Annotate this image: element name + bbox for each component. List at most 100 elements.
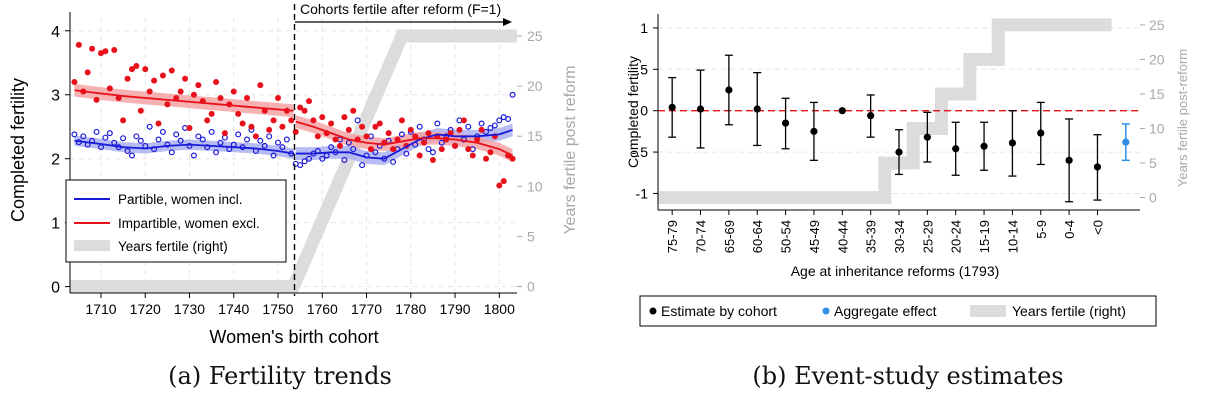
impartible-point <box>332 136 339 143</box>
partible-point <box>199 136 206 143</box>
panel-a-x-tick-label: 1740 <box>218 301 249 317</box>
impartible-point <box>487 149 494 156</box>
impartible-point <box>345 126 352 133</box>
panel-a-y-tick-label: 3 <box>51 88 60 105</box>
panel-b-legend: Estimate by cohort Aggregate effect Year… <box>639 295 1157 327</box>
panel-a-x-tick-label: 1760 <box>307 301 338 317</box>
partible-point <box>465 123 472 130</box>
impartible-point <box>102 48 109 55</box>
panel-b-x-tick-label: 35-39 <box>864 220 879 253</box>
partible-smooth-line <box>74 139 294 155</box>
panel-a-x-tick-label: 1750 <box>262 301 293 317</box>
impartible-point <box>244 94 251 101</box>
impartible-point <box>425 130 432 137</box>
impartible-point <box>288 117 295 124</box>
panel-a-x-tick-label: 1790 <box>439 301 470 317</box>
partible-point <box>359 162 366 169</box>
panel-b-y-tick-label: -.5 <box>632 144 649 160</box>
impartible-point <box>416 152 423 159</box>
impartible-point <box>483 155 490 162</box>
caption-panel-b: (b) Event-study estimates <box>752 362 1064 390</box>
impartible-point <box>372 123 379 130</box>
panel-a-y-tick-label: 4 <box>51 24 60 41</box>
panel-a-x-axis-title: Women's birth cohort <box>209 327 378 347</box>
caption-panel-a: (a) Fertility trends <box>168 362 392 390</box>
impartible-point <box>385 130 392 137</box>
cohort-estimate-point <box>696 105 705 113</box>
impartible-point <box>75 41 82 48</box>
partible-point <box>102 134 109 141</box>
impartible-point <box>350 107 357 114</box>
cohort-estimate-point <box>781 119 790 127</box>
partible-point <box>350 146 357 153</box>
legend-swatch-years-fertile-b <box>970 305 1006 317</box>
panel-a-right-tick-label: 0 <box>527 278 535 294</box>
impartible-point <box>359 123 366 130</box>
impartible-point <box>235 110 242 117</box>
panel-b-x-tick-label: 10-14 <box>1005 220 1020 253</box>
panel-a-right-tick-label: 10 <box>527 178 543 194</box>
impartible-point <box>177 88 184 95</box>
partible-point <box>190 152 197 159</box>
impartible-point <box>137 107 144 114</box>
panel-b-axes: -1 -.5 0 .5 1 75-79 70-74 65-69 60-64 50-54 45-49 4… <box>632 14 1165 253</box>
legend-label-aggregate: Aggregate effect <box>834 303 937 319</box>
panel-b-x-tick-label: 20-24 <box>949 220 964 253</box>
impartible-point <box>496 182 503 189</box>
partible-point <box>261 142 268 149</box>
partible-point <box>496 117 503 124</box>
panel-b-x-tick-label: 45-49 <box>807 220 822 253</box>
impartible-point <box>305 98 312 105</box>
partible-point <box>128 152 135 159</box>
cohort-estimate-point <box>810 127 818 135</box>
cohort-estimate-point <box>838 107 846 115</box>
partible-point <box>133 133 140 140</box>
impartible-point <box>128 66 135 73</box>
cohort-estimate-point <box>1065 156 1073 164</box>
panel-a-right-tick-label: 5 <box>527 228 535 244</box>
panel-b-x-tick-label: 5-9 <box>1034 220 1049 239</box>
panel-b-x-tick-label: 70-74 <box>694 220 709 253</box>
impartible-point <box>173 94 180 101</box>
aggregate-estimate-point <box>1122 138 1130 146</box>
panel-b-y-tick-label: 1 <box>640 20 648 36</box>
panel-b-x-tick-label: 65-69 <box>722 220 737 253</box>
panel-a-axes: 0 1 2 3 4 1710 1720 1730 1740 1750 1760 1770 1780 179… <box>51 12 543 317</box>
impartible-point <box>168 67 175 74</box>
cohort-estimate-point <box>980 142 988 150</box>
panel-b-right-tick-label: 20 <box>1149 51 1165 67</box>
partible-point <box>208 128 215 135</box>
panel-b-x-axis-title: Age at inheritance reforms (1793) <box>791 263 1000 279</box>
panel-a-y-axis-title: Completed fertility <box>8 78 28 222</box>
partible-point <box>120 135 127 142</box>
partible-point <box>305 155 312 162</box>
partible-point <box>509 91 516 98</box>
impartible-smooth-line <box>74 89 294 112</box>
impartible-point <box>328 120 335 127</box>
impartible-point <box>186 125 193 131</box>
impartible-point <box>182 75 189 82</box>
legend-marker-aggregate <box>822 307 830 315</box>
event-study-chart: -1 -.5 0 .5 1 75-79 70-74 65-69 60-64 50-54 45-49 4… <box>625 14 1190 327</box>
partible-point <box>319 155 326 162</box>
legend-marker-cohort <box>649 307 657 315</box>
panel-b-x-tick-label: 25-29 <box>920 220 935 253</box>
impartible-point <box>71 78 78 85</box>
partible-point <box>478 120 485 127</box>
impartible-point <box>319 114 326 121</box>
partible-point <box>491 122 498 129</box>
panel-b-x-tick-label: 40-44 <box>835 220 850 253</box>
partible-point <box>266 133 273 140</box>
panel-a-y-tick-label: 2 <box>51 152 60 169</box>
panel-b-y-axis-title: Completed fertility <box>625 56 641 168</box>
reform-arrowhead <box>503 18 512 26</box>
legend-label-partible: Partible, women incl. <box>118 192 243 207</box>
partible-point <box>275 139 282 146</box>
impartible-point <box>301 107 308 114</box>
partible-point <box>301 158 308 165</box>
partible-point <box>235 131 242 138</box>
panel-a-right-axis-title: Years fertile post reform <box>562 65 579 234</box>
partible-point <box>372 149 379 156</box>
impartible-point <box>248 123 255 130</box>
cohort-estimate-point <box>867 112 875 120</box>
